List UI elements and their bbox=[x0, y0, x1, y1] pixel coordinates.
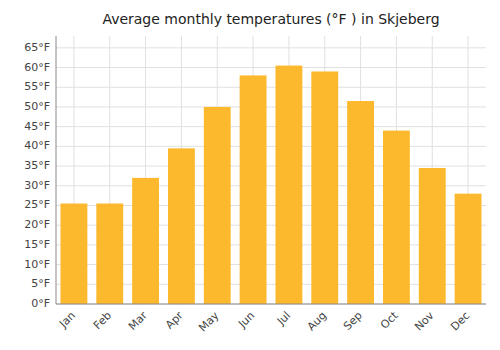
axis-labels: 0°F 5°F 10°F 15°F 20°F 25°F 30°F 35°F 40°F 45°F 50… bbox=[24, 41, 472, 335]
x-axis-line bbox=[56, 304, 486, 305]
y-grid-line bbox=[56, 106, 486, 107]
y-tick-label: 20°F bbox=[24, 218, 50, 231]
y-tick-label: 10°F bbox=[24, 258, 50, 271]
x-tick-label: Nov bbox=[412, 309, 437, 334]
bar bbox=[168, 148, 195, 304]
y-tick-label: 50°F bbox=[24, 100, 50, 113]
x-tick-label: Feb bbox=[91, 309, 114, 332]
y-grid-line bbox=[56, 47, 486, 48]
y-tick-label: 65°F bbox=[24, 41, 50, 54]
bar bbox=[204, 107, 231, 304]
bar bbox=[383, 131, 410, 304]
bar bbox=[347, 101, 374, 304]
x-tick-label: Jun bbox=[235, 309, 257, 331]
y-grid-line bbox=[56, 166, 486, 167]
y-grid-line bbox=[56, 146, 486, 147]
y-grid-line bbox=[56, 126, 486, 127]
y-tick-label: 15°F bbox=[24, 238, 50, 251]
y-axis-line bbox=[56, 36, 57, 304]
y-grid-line bbox=[56, 67, 486, 68]
bar bbox=[455, 194, 482, 304]
y-tick-label: 35°F bbox=[24, 159, 50, 172]
bar bbox=[311, 71, 338, 304]
y-tick-label: 40°F bbox=[24, 139, 50, 152]
y-tick-label: 0°F bbox=[31, 297, 50, 310]
bar bbox=[60, 204, 87, 305]
x-tick-label: Apr bbox=[163, 309, 186, 332]
y-tick-label: 55°F bbox=[24, 80, 50, 93]
bar bbox=[132, 178, 159, 304]
x-tick-label: Aug bbox=[305, 309, 329, 333]
x-tick-label: Jan bbox=[56, 309, 78, 331]
grid bbox=[56, 36, 486, 304]
y-tick-label: 25°F bbox=[24, 198, 50, 211]
x-tick-label: Mar bbox=[126, 309, 150, 333]
y-grid-line bbox=[56, 87, 486, 88]
bar bbox=[419, 168, 446, 304]
x-tick-label: May bbox=[196, 309, 222, 335]
y-grid-line bbox=[56, 304, 486, 305]
x-tick-label: Oct bbox=[378, 309, 401, 332]
title: Average monthly temperatures (°F ) in Sk… bbox=[102, 11, 439, 27]
chart-container: 0°F 5°F 10°F 15°F 20°F 25°F 30°F 35°F 40°F 45°F 50… bbox=[0, 0, 500, 350]
y-tick-label: 45°F bbox=[24, 120, 50, 133]
bar bbox=[96, 204, 123, 305]
bars bbox=[60, 66, 481, 304]
x-tick-label: Sep bbox=[341, 309, 365, 333]
x-tick-label: Dec bbox=[448, 309, 472, 333]
y-tick-label: 5°F bbox=[31, 277, 50, 290]
chart: 0°F 5°F 10°F 15°F 20°F 25°F 30°F 35°F 40°F 45°F 50… bbox=[0, 0, 500, 350]
bar bbox=[240, 75, 267, 304]
y-tick-label: 60°F bbox=[24, 61, 50, 74]
x-tick-label: Jul bbox=[274, 309, 293, 328]
bar bbox=[275, 66, 302, 304]
y-tick-label: 30°F bbox=[24, 179, 50, 192]
